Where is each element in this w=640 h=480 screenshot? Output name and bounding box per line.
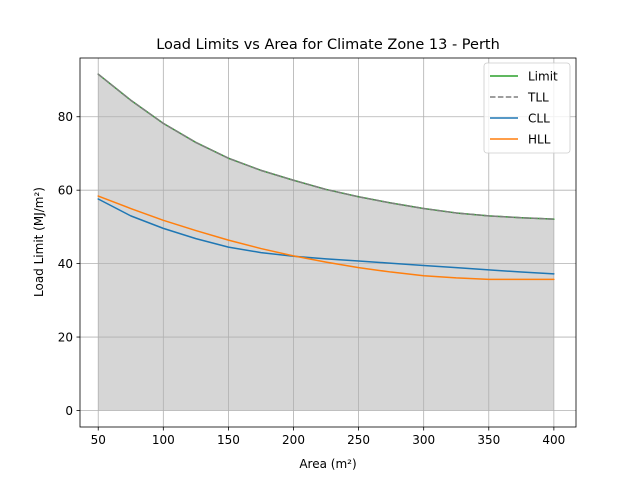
x-axis-title: Area (m²) (299, 457, 356, 471)
x-tick-label: 300 (412, 433, 435, 447)
y-axis-title: Load Limit (MJ/m²) (32, 187, 46, 297)
y-tick-label: 40 (58, 257, 73, 271)
x-tick-label: 200 (282, 433, 305, 447)
series-layer (97, 73, 555, 281)
x-tick-label: 400 (542, 433, 565, 447)
legend-label-hll: HLL (528, 133, 551, 147)
series-line-cll (97, 198, 555, 275)
x-tick-label: 350 (477, 433, 500, 447)
y-tick-label: 0 (65, 404, 73, 418)
x-tick-label: 100 (152, 433, 175, 447)
legend-label-limit: Limit (528, 70, 558, 84)
series-line-tll (97, 73, 555, 220)
legend-label-cll: CLL (528, 112, 550, 126)
legend-box (483, 62, 571, 154)
series-line-hll (97, 195, 555, 281)
x-tick-label: 150 (217, 433, 240, 447)
y-tick-label: 60 (58, 184, 73, 198)
chart-title: Load Limits vs Area for Climate Zone 13 … (156, 37, 500, 53)
y-tick-label: 80 (58, 110, 73, 124)
limit-fill-area (98, 74, 554, 411)
legend: Limit TLL CLL HLL (483, 62, 571, 154)
x-tick-label: 250 (347, 433, 370, 447)
fill-layer (98, 74, 554, 411)
y-tick-label: 20 (58, 331, 73, 345)
axes-layer: 50 100 150 200 250 300 350 400 0 20 40 60 80 (58, 57, 577, 447)
plot-frame (79, 57, 577, 428)
grid-layer (80, 58, 576, 427)
x-tick-label: 50 (91, 433, 106, 447)
legend-label-tll: TLL (527, 91, 549, 105)
